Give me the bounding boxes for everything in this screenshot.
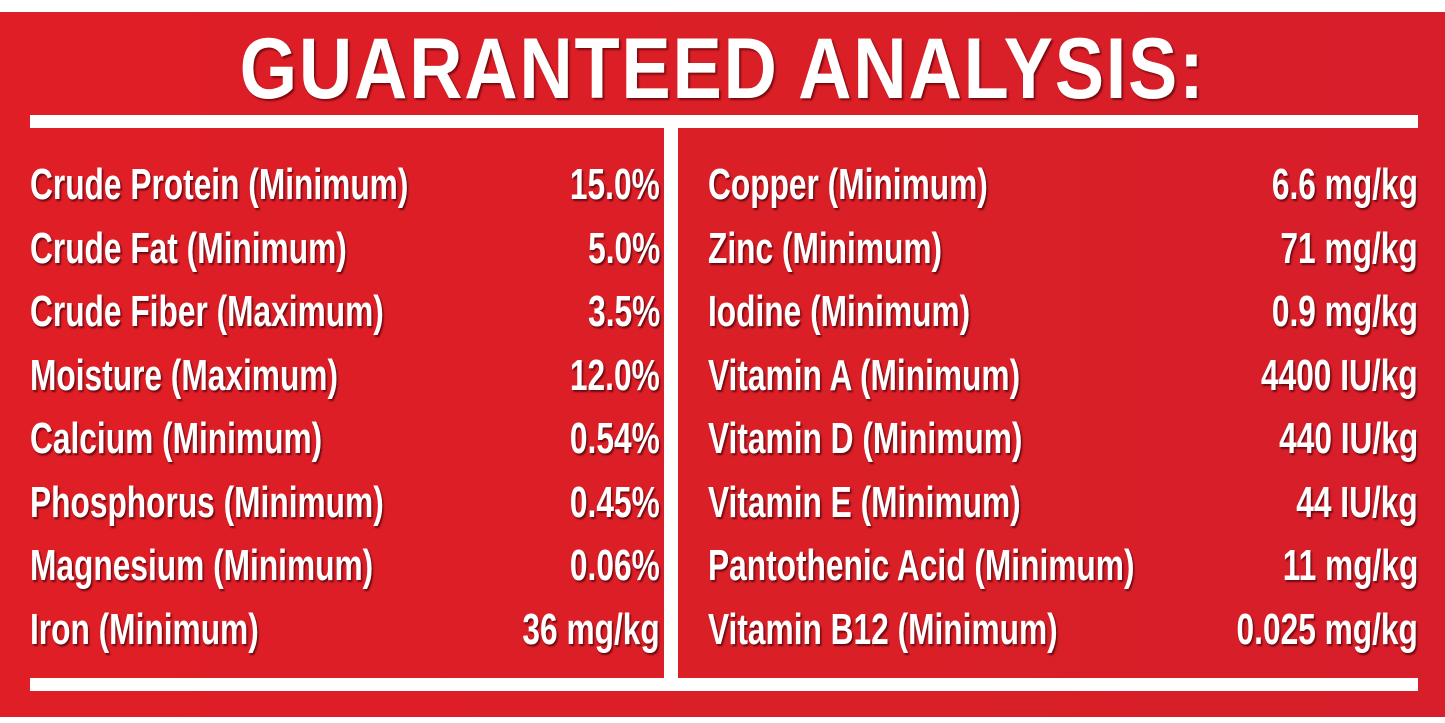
nutrient-value: 44 IU/kg <box>1296 477 1419 527</box>
top-divider <box>30 115 1418 128</box>
nutrient-label: Copper (Minimum) <box>708 160 988 209</box>
guaranteed-analysis-panel <box>0 12 1445 717</box>
nutrient-label: Iron (Minimum) <box>30 604 259 654</box>
analysis-row: Crude Protein (Minimum) 15.0% <box>30 155 660 215</box>
nutrient-value: 440 IU/kg <box>1278 414 1418 463</box>
nutrient-value: 71 mg/kg <box>1280 223 1418 273</box>
nutrient-label: Crude Fat (Minimum) <box>30 223 347 273</box>
analysis-row: Calcium (Minimum) 0.54% <box>30 409 660 469</box>
analysis-row: Crude Fiber (Maximum) 3.5% <box>30 282 660 342</box>
nutrient-label: Vitamin A (Minimum) <box>708 350 1021 400</box>
nutrient-value: 0.54% <box>570 414 660 463</box>
nutrient-label: Zinc (Minimum) <box>708 223 943 273</box>
bottom-divider <box>30 678 1418 691</box>
analysis-row: Iodine (Minimum) 0.9 mg/kg <box>708 282 1418 342</box>
nutrient-label: Phosphorus (Minimum) <box>30 477 384 527</box>
nutrient-label: Vitamin D (Minimum) <box>708 414 1023 463</box>
nutrient-value: 5.0% <box>587 223 660 273</box>
page-title: GUARANTEED ANALYSIS: <box>0 26 1445 112</box>
nutrient-value: 0.9 mg/kg <box>1271 287 1418 336</box>
analysis-row: Vitamin D (Minimum) 440 IU/kg <box>708 409 1418 469</box>
nutrient-label: Pantothenic Acid (Minimum) <box>708 541 1135 590</box>
title-text: GUARANTEED ANALYSIS: <box>239 21 1206 117</box>
analysis-row: Vitamin E (Minimum) 44 IU/kg <box>708 473 1418 533</box>
nutrient-value: 4400 IU/kg <box>1261 350 1418 400</box>
nutrient-label: Crude Protein (Minimum) <box>30 160 409 209</box>
nutrient-value: 0.45% <box>570 477 660 527</box>
nutrient-value: 36 mg/kg <box>522 604 660 654</box>
nutrient-label: Vitamin E (Minimum) <box>708 477 1021 527</box>
nutrient-value: 0.025 mg/kg <box>1236 604 1418 654</box>
nutrient-value: 15.0% <box>570 160 660 209</box>
analysis-row: Copper (Minimum) 6.6 mg/kg <box>708 155 1418 215</box>
analysis-row: Magnesium (Minimum) 0.06% <box>30 536 660 596</box>
nutrient-value: 12.0% <box>570 350 660 400</box>
analysis-row: Pantothenic Acid (Minimum) 11 mg/kg <box>708 536 1418 596</box>
nutrient-label: Iodine (Minimum) <box>708 287 971 336</box>
column-divider <box>664 115 678 691</box>
nutrient-label: Crude Fiber (Maximum) <box>30 287 384 336</box>
analysis-row: Zinc (Minimum) 71 mg/kg <box>708 219 1418 279</box>
nutrient-label: Magnesium (Minimum) <box>30 541 374 590</box>
nutrient-value: 6.6 mg/kg <box>1271 160 1418 209</box>
nutrient-value: 3.5% <box>587 287 660 336</box>
nutrient-label: Moisture (Maximum) <box>30 350 339 400</box>
nutrient-value: 11 mg/kg <box>1282 541 1418 590</box>
analysis-row: Crude Fat (Minimum) 5.0% <box>30 219 660 279</box>
analysis-row: Vitamin A (Minimum) 4400 IU/kg <box>708 346 1418 406</box>
nutrient-label: Calcium (Minimum) <box>30 414 323 463</box>
analysis-row: Moisture (Maximum) 12.0% <box>30 346 660 406</box>
analysis-row: Vitamin B12 (Minimum) 0.025 mg/kg <box>708 600 1418 660</box>
analysis-row: Iron (Minimum) 36 mg/kg <box>30 600 660 660</box>
analysis-row: Phosphorus (Minimum) 0.45% <box>30 473 660 533</box>
nutrient-value: 0.06% <box>570 541 660 590</box>
nutrient-label: Vitamin B12 (Minimum) <box>708 604 1058 654</box>
